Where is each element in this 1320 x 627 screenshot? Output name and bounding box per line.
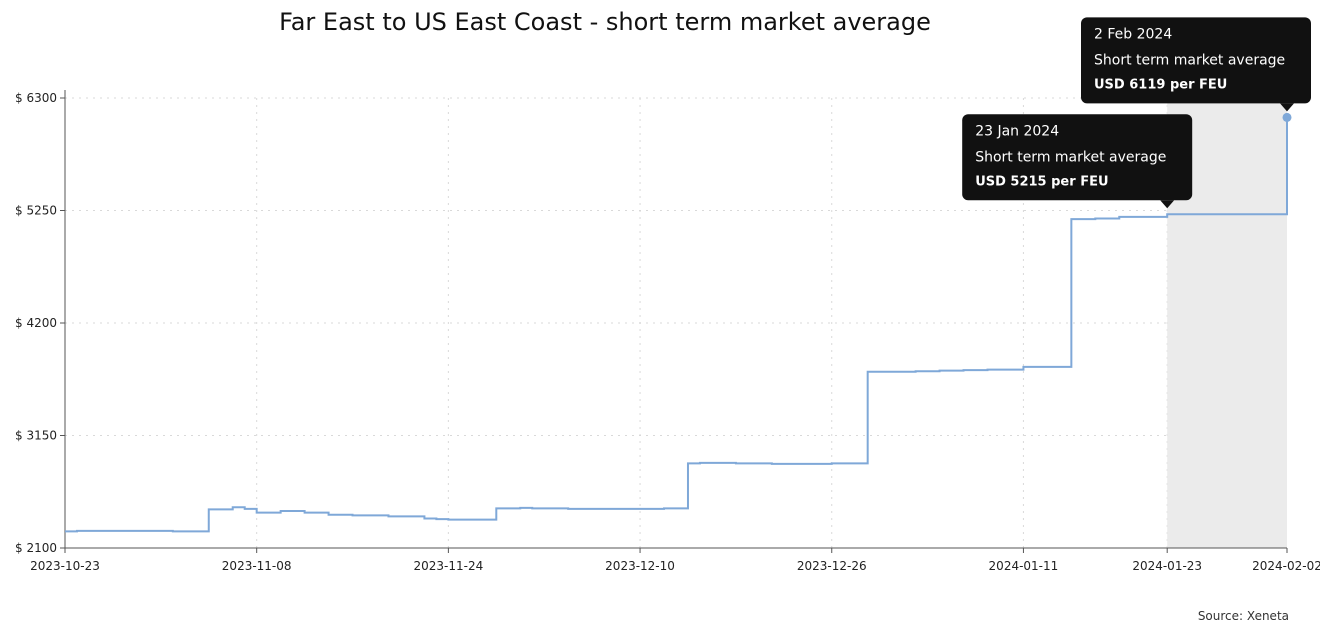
y-tick-label: $ 3150 — [15, 429, 57, 443]
x-tick-label: 2024-01-23 — [1132, 559, 1202, 573]
y-tick-label: $ 5250 — [15, 204, 57, 218]
x-tick-label: 2024-02-02 — [1252, 559, 1320, 573]
y-tick-label: $ 4200 — [15, 316, 57, 330]
tooltip-date: 23 Jan 2024 — [975, 123, 1059, 139]
y-tick-label: $ 2100 — [15, 541, 57, 555]
tooltip-value: USD 6119 per FEU — [1094, 77, 1227, 92]
tooltip-value: USD 5215 per FEU — [975, 174, 1108, 189]
x-tick-label: 2023-12-26 — [797, 559, 867, 573]
x-tick-label: 2024-01-11 — [989, 559, 1059, 573]
x-tick-label: 2023-12-10 — [605, 559, 675, 573]
tooltip-date: 2 Feb 2024 — [1094, 26, 1172, 42]
source-note: Source: Xeneta — [1198, 609, 1289, 622]
x-tick-label: 2023-11-24 — [413, 559, 483, 573]
tooltip-label: Short term market average — [975, 149, 1166, 165]
tooltip: 2 Feb 2024 Short term market average USD 6… — [1081, 17, 1311, 111]
x-tick-label: 2023-10-23 — [30, 559, 100, 573]
data-point-marker — [1283, 113, 1292, 122]
tooltip-label: Short term market average — [1094, 52, 1285, 68]
tooltip: 23 Jan 2024 Short term market average USD … — [962, 114, 1192, 208]
y-tick-label: $ 6300 — [15, 91, 57, 105]
x-tick-label: 2023-11-08 — [222, 559, 292, 573]
chart-title: Far East to US East Coast - short term m… — [279, 8, 931, 36]
